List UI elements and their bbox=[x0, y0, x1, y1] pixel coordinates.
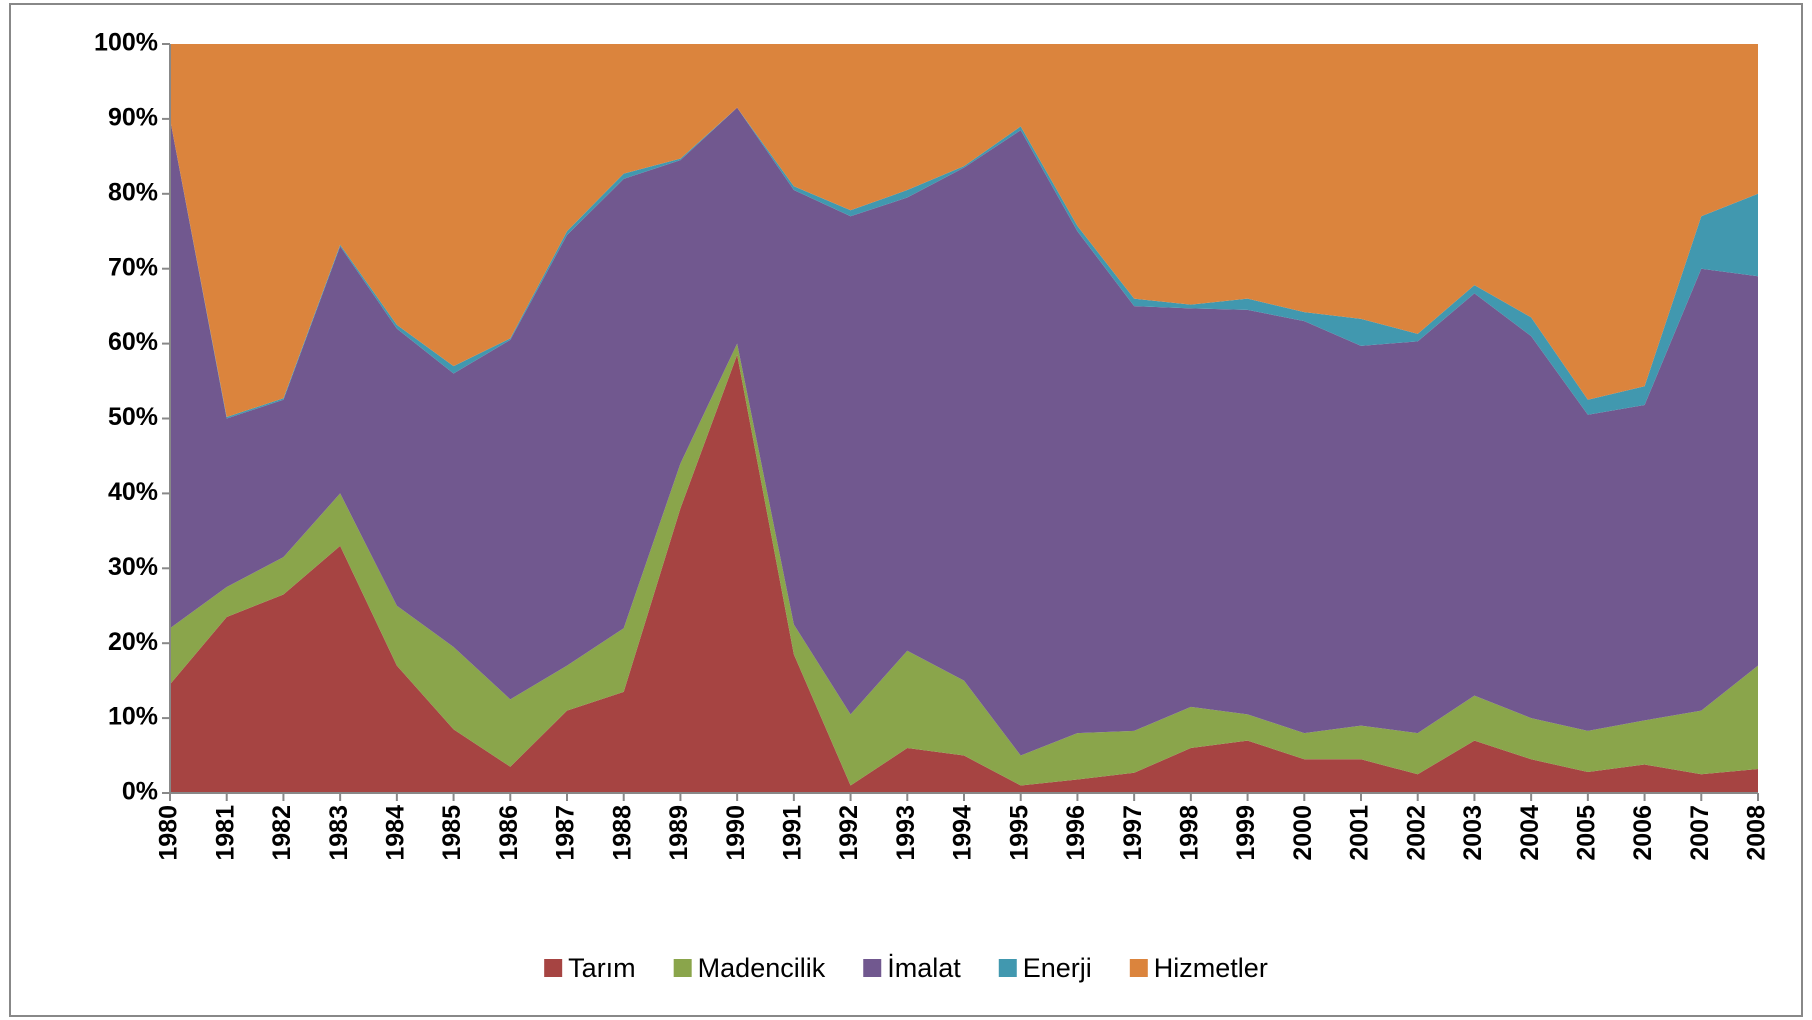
area bbox=[170, 107, 1758, 419]
x-tick-label: 1986 bbox=[495, 805, 523, 861]
legend-label: İmalat bbox=[887, 952, 961, 983]
area bbox=[170, 354, 1758, 793]
x-tick-label: 1997 bbox=[1119, 805, 1147, 861]
y-tick-label: 0% bbox=[122, 778, 158, 806]
y-tick-label: 100% bbox=[94, 29, 158, 57]
x-tick-label: 1982 bbox=[268, 805, 296, 861]
y-tick-label: 80% bbox=[108, 178, 158, 206]
legend-label: Tarım bbox=[568, 953, 636, 983]
y-tick-label: 70% bbox=[108, 253, 158, 281]
y-tick-label: 90% bbox=[108, 104, 158, 132]
legend-swatch bbox=[1129, 959, 1148, 977]
y-tick-label: 60% bbox=[108, 328, 158, 356]
area bbox=[170, 44, 1758, 418]
x-tick-label: 2005 bbox=[1572, 805, 1600, 861]
legend-swatch bbox=[863, 959, 882, 977]
x-tick-label: 1999 bbox=[1232, 805, 1260, 861]
x-tick-label: 1985 bbox=[438, 805, 466, 861]
x-tick-label: 1990 bbox=[722, 805, 750, 861]
x-tick-label: 2004 bbox=[1516, 805, 1544, 861]
x-tick-label: 1995 bbox=[1005, 805, 1033, 861]
y-tick-label: 20% bbox=[108, 628, 158, 656]
y-tick-label: 50% bbox=[108, 403, 158, 431]
y-tick-label: 10% bbox=[108, 703, 158, 731]
area bbox=[170, 107, 1758, 756]
x-tick-label: 2002 bbox=[1402, 805, 1430, 861]
x-tick-label: 2008 bbox=[1743, 805, 1771, 861]
x-tick-label: 1991 bbox=[778, 805, 806, 861]
x-tick-label: 2006 bbox=[1629, 805, 1657, 861]
legend-label: Enerji bbox=[1023, 953, 1092, 983]
x-tick-label: 2007 bbox=[1686, 805, 1714, 861]
legend-label: Madencilik bbox=[698, 953, 826, 983]
x-tick-label: 1983 bbox=[325, 805, 353, 861]
legend-swatch bbox=[998, 959, 1017, 977]
x-tick-label: 1988 bbox=[608, 805, 636, 861]
x-tick-label: 1989 bbox=[665, 805, 693, 861]
area bbox=[170, 343, 1758, 786]
x-tick-label: 1980 bbox=[155, 805, 183, 861]
x-tick-label: 2001 bbox=[1346, 805, 1374, 861]
x-tick-label: 1992 bbox=[835, 805, 863, 861]
x-tick-label: 1981 bbox=[211, 805, 239, 861]
legend-label: Hizmetler bbox=[1154, 953, 1268, 983]
x-tick-label: 1987 bbox=[552, 805, 580, 861]
x-tick-label: 1984 bbox=[381, 805, 409, 861]
legend-swatch bbox=[544, 959, 563, 977]
legend-swatch bbox=[673, 959, 692, 977]
y-tick-label: 30% bbox=[108, 553, 158, 581]
x-tick-label: 1996 bbox=[1062, 805, 1090, 861]
x-tick-label: 1998 bbox=[1175, 805, 1203, 861]
y-tick-label: 40% bbox=[108, 478, 158, 506]
x-tick-label: 2003 bbox=[1459, 805, 1487, 861]
x-tick-label: 2000 bbox=[1289, 805, 1317, 861]
x-tick-label: 1993 bbox=[892, 805, 920, 861]
x-tick-label: 1994 bbox=[949, 805, 977, 861]
